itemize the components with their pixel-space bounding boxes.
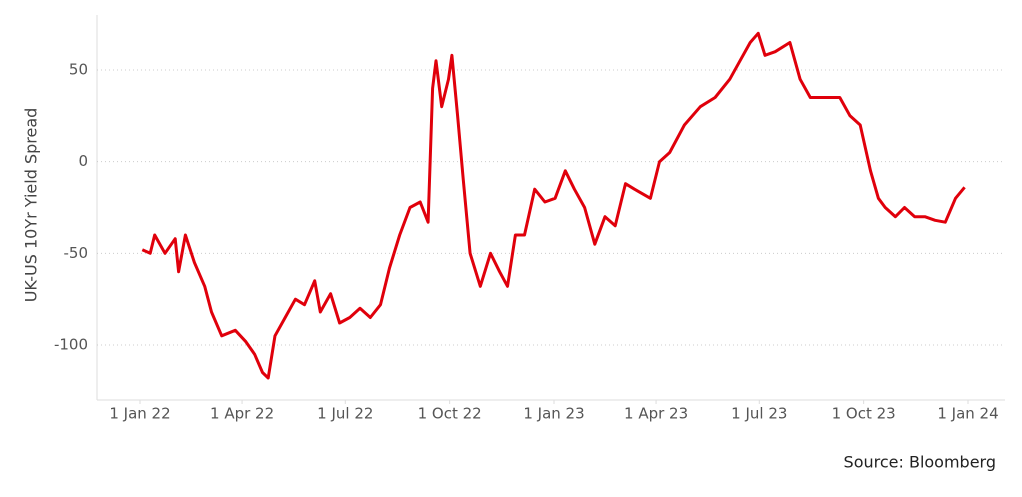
x-tick-label: 1 Jul 22 [317, 405, 373, 423]
source: Source: Bloomberg [844, 453, 996, 472]
y-tick-label: -50 [64, 244, 89, 262]
x-tick-label: 1 Apr 23 [624, 405, 688, 423]
x-tick-label: 1 Jan 24 [937, 405, 998, 423]
x-tick-label: 1 Jan 23 [523, 405, 584, 423]
x-tick-label: 1 Jan 22 [109, 405, 170, 423]
y-tick-label: 50 [69, 61, 88, 79]
x-tick-label: 1 Jul 23 [731, 405, 787, 423]
y-axis-label: UK-US 10Yr Yield Spread [22, 108, 41, 303]
x-tick-label: 1 Oct 22 [418, 405, 482, 423]
x-tick-label: 1 Oct 23 [832, 405, 896, 423]
line [141, 31, 966, 380]
y-tick-label: 0 [78, 152, 88, 170]
x-tick-label: 1 Apr 22 [210, 405, 274, 423]
y-tick-label: -100 [54, 336, 88, 354]
